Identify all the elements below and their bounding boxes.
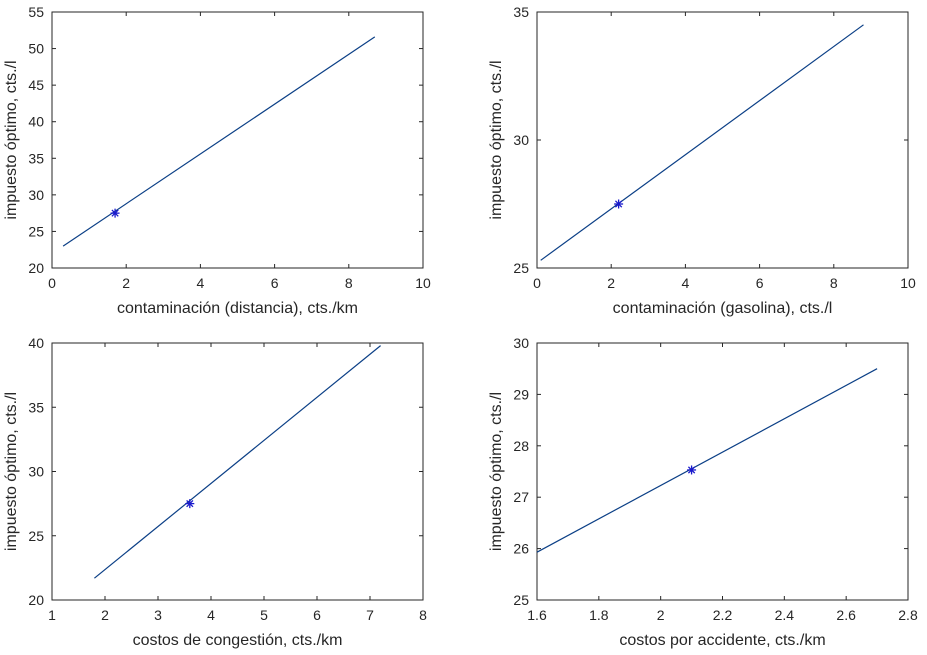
y-tick-label: 30 (28, 464, 44, 480)
asterisk-marker (614, 199, 624, 209)
axes-frame (536, 11, 909, 269)
x-tick-label: 1 (48, 607, 56, 623)
x-tick-label: 4 (682, 275, 690, 291)
y-tick-label: 26 (513, 541, 529, 557)
x-tick-label: 0 (533, 275, 541, 291)
y-tick-label: 20 (28, 260, 44, 276)
x-tick-label: 1.6 (527, 607, 547, 623)
series-line (94, 345, 381, 579)
y-tick-label: 30 (513, 335, 529, 351)
x-tick-label: 2 (657, 607, 665, 623)
y-tick-label: 30 (513, 132, 529, 148)
y-tick-label: 25 (28, 528, 44, 544)
x-tick-label: 8 (419, 607, 427, 623)
plot-panel-3: 1 2 3 4 5 6 7 8 20 25 30 35 40 costos de congestión, … (3, 335, 427, 649)
x-tick-label: 2.6 (836, 607, 856, 623)
x-tick-label: 5 (260, 607, 268, 623)
y-tick-label: 35 (513, 4, 529, 20)
asterisk-marker (185, 499, 195, 509)
plot-panel-4: 1.6 1.8 2 2.2 2.4 2.6 2.8 25 26 27 28 29 30 costos po… (488, 335, 918, 649)
series-line (540, 24, 864, 261)
y-axis-label: impuesto óptimo, cts./l (488, 60, 505, 219)
x-tick-label: 7 (366, 607, 374, 623)
x-tick-label: 3 (154, 607, 162, 623)
x-tick-label: 8 (345, 275, 353, 291)
axes-frame (51, 342, 424, 601)
y-axis-label: impuesto óptimo, cts./l (488, 392, 505, 551)
asterisk-marker (687, 465, 697, 475)
x-tick-label: 10 (415, 275, 431, 291)
x-tick-label: 2.2 (713, 607, 733, 623)
y-tick-label: 25 (513, 260, 529, 276)
x-tick-label: 1.8 (589, 607, 609, 623)
asterisk-marker (110, 208, 120, 218)
y-tick-label: 35 (28, 150, 44, 166)
x-tick-label: 2 (607, 275, 615, 291)
x-tick-label: 2.4 (775, 607, 795, 623)
x-tick-label: 4 (197, 275, 205, 291)
y-tick-label: 29 (513, 386, 529, 402)
axes-frame (51, 11, 424, 269)
x-axis-label: costos por accidente, cts./km (619, 632, 825, 649)
x-tick-label: 8 (830, 275, 838, 291)
x-tick-label: 2.8 (898, 607, 918, 623)
y-tick-label: 20 (28, 592, 44, 608)
y-tick-label: 50 (28, 41, 44, 57)
x-tick-label: 10 (900, 275, 916, 291)
y-axis-label: impuesto óptimo, cts./l (3, 392, 20, 551)
x-tick-label: 4 (207, 607, 215, 623)
y-tick-label: 25 (28, 223, 44, 239)
y-tick-label: 35 (28, 399, 44, 415)
y-tick-label: 27 (513, 489, 529, 505)
x-tick-label: 6 (313, 607, 321, 623)
y-tick-label: 28 (513, 438, 529, 454)
plot-panel-2: 0 2 4 6 8 10 25 30 35 contaminación (gasolina), c… (488, 4, 916, 317)
y-tick-label: 45 (28, 77, 44, 93)
y-tick-label: 40 (28, 114, 44, 130)
x-axis-label: contaminación (distancia), cts./km (117, 300, 358, 317)
x-axis-label: costos de congestión, cts./km (133, 632, 343, 649)
y-axis-label: impuesto óptimo, cts./l (3, 60, 20, 219)
plot-panel-1: 0 2 4 6 8 10 20 25 30 35 40 45 50 55 contaminación (di… (3, 4, 431, 317)
x-tick-label: 2 (101, 607, 109, 623)
x-axis-label: contaminación (gasolina), cts./l (613, 300, 833, 317)
y-tick-label: 30 (28, 187, 44, 203)
y-tick-label: 55 (28, 4, 44, 20)
x-tick-label: 0 (48, 275, 56, 291)
x-tick-label: 6 (271, 275, 279, 291)
y-tick-label: 40 (28, 335, 44, 351)
y-tick-label: 25 (513, 592, 529, 608)
x-tick-label: 6 (756, 275, 764, 291)
x-tick-label: 2 (122, 275, 130, 291)
series-line (536, 368, 878, 553)
